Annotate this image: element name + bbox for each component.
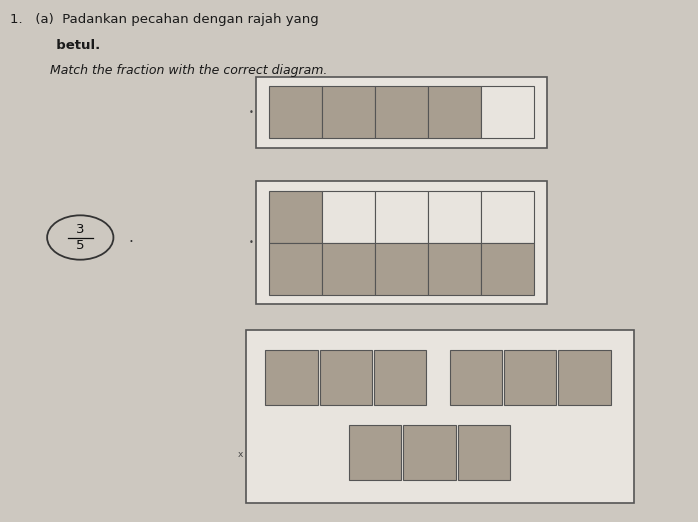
Bar	[504, 350, 556, 405]
Bar	[558, 350, 611, 405]
Bar	[428, 86, 481, 138]
Bar	[374, 350, 426, 405]
Bar	[428, 243, 481, 295]
Bar	[322, 86, 375, 138]
Bar	[269, 243, 322, 295]
Bar	[269, 191, 322, 243]
Ellipse shape	[47, 215, 113, 260]
Bar	[481, 191, 534, 243]
Text: 1.   (a)  Padankan pecahan dengan rajah yang: 1. (a) Padankan pecahan dengan rajah yan…	[10, 13, 319, 26]
Bar	[349, 425, 401, 480]
Bar	[256, 77, 547, 148]
Text: 3: 3	[76, 223, 84, 235]
Bar	[246, 330, 634, 503]
Bar	[450, 350, 502, 405]
Bar	[375, 86, 428, 138]
Bar	[375, 191, 428, 243]
Bar	[269, 86, 322, 138]
Text: •: •	[249, 238, 253, 247]
Bar	[458, 425, 510, 480]
Bar	[403, 425, 456, 480]
Bar	[375, 243, 428, 295]
Text: Match the fraction with the correct diagram.: Match the fraction with the correct diag…	[10, 64, 328, 77]
Text: betul.: betul.	[10, 39, 101, 52]
Text: •: •	[249, 108, 253, 117]
Text: .: .	[128, 230, 133, 245]
Text: 5: 5	[76, 240, 84, 252]
Bar	[256, 181, 547, 304]
Bar	[265, 350, 318, 405]
Text: x: x	[238, 450, 244, 459]
Bar	[428, 191, 481, 243]
Bar	[322, 243, 375, 295]
Bar	[320, 350, 372, 405]
Bar	[481, 86, 534, 138]
Bar	[481, 243, 534, 295]
Bar	[322, 191, 375, 243]
